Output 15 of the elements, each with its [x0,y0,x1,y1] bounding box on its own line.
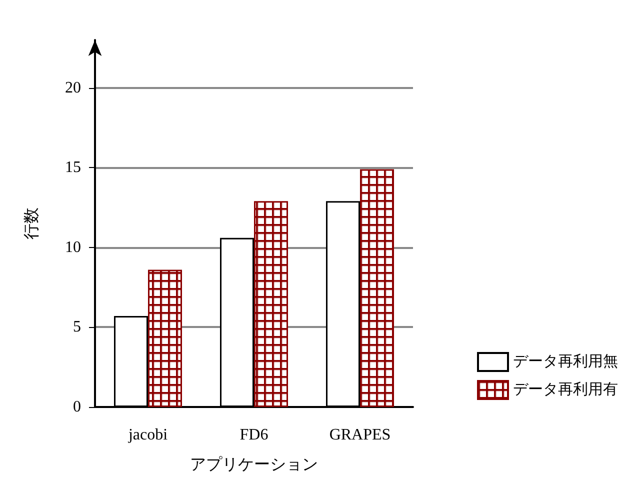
x-tick-label: jacobi [127,426,168,444]
x-tick-label: GRAPES [329,426,391,444]
y-tick-label: 20 [65,79,81,96]
bar [148,270,182,407]
y-tick-label: 0 [73,398,81,416]
bar [360,169,394,407]
y-tick-label: 10 [65,238,81,256]
y-tick-label: 5 [73,318,81,336]
legend-label: データ再利用有 [513,381,618,398]
x-axis-title: アプリケーション [190,456,318,474]
y-tick-label: 15 [65,159,81,176]
y-axis-title: 行数 [24,208,40,240]
legend-label: データ再利用無 [513,353,618,370]
x-tick-label: FD6 [240,426,268,444]
bar [254,201,288,407]
